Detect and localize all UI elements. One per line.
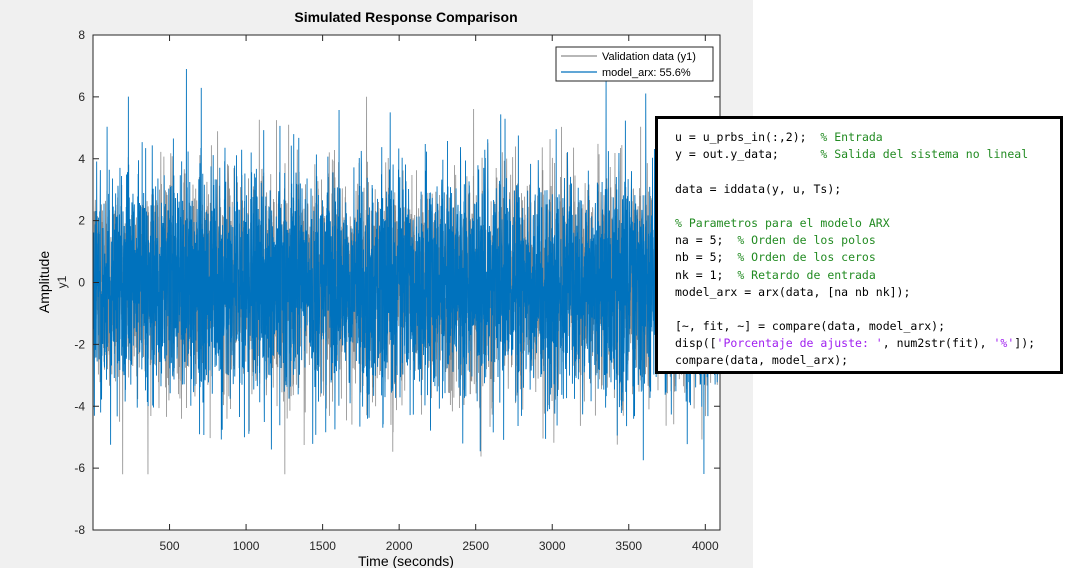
- code-token-comment: % Salida del sistema no lineal: [820, 147, 1029, 162]
- code-line: u = u_prbs_in(:,2); % Entrada: [675, 129, 1060, 146]
- legend-box: [555, 46, 714, 82]
- code-token-code: disp([: [675, 336, 717, 351]
- code-line: [675, 198, 1060, 215]
- code-token-code: nk = 1;: [675, 267, 738, 282]
- x-tick-label: 500: [160, 539, 180, 553]
- code-token-code: model_arx = arx(data, [na nb nk]);: [675, 284, 911, 299]
- code-line: model_arx = arx(data, [na nb nk]);: [675, 284, 1060, 301]
- code-token-code: na = 5;: [675, 233, 738, 248]
- y-tick-label: -4: [74, 399, 85, 413]
- y-tick-label: 4: [78, 152, 85, 166]
- code-token-code: ]);: [1014, 336, 1036, 351]
- code-token-comment: % Retardo de entrada: [737, 267, 876, 282]
- code-token-code: compare(data, model_arx);: [675, 353, 849, 368]
- code-line: y = out.y_data; % Salida del sistema no …: [675, 146, 1060, 163]
- code-line: [675, 163, 1060, 180]
- y-tick-label: -8: [74, 523, 85, 537]
- code-line: nk = 1; % Retardo de entrada: [675, 267, 1060, 284]
- code-token-comment: % Orden de los polos: [737, 233, 876, 248]
- figure-window: 500 1000 1500 2000 2500 3000 3500 4000 -8 -6 -4 -2 0…: [0, 0, 753, 568]
- code-token-code: nb = 5;: [675, 250, 738, 265]
- code-line: na = 5; % Orden de los polos: [675, 232, 1060, 249]
- code-token-code: data = iddata(y, u, Ts);: [675, 181, 842, 196]
- code-token-string: 'Porcentaje de ajuste: ': [716, 336, 883, 351]
- code-token-comment: % Orden de los ceros: [737, 250, 876, 265]
- y-tick-label: 2: [78, 214, 85, 228]
- code-token-code: u = u_prbs_in(:,2);: [675, 130, 821, 144]
- code-token-comment: % Entrada: [820, 130, 883, 144]
- x-tick-label: 4000: [692, 539, 719, 553]
- code-token-code: y = out.y_data;: [675, 147, 821, 162]
- code-line: data = iddata(y, u, Ts);: [675, 181, 1060, 198]
- y-axis-label: Amplitude: [36, 251, 52, 313]
- code-line: % Parametros para el modelo ARX: [675, 215, 1060, 232]
- code-snippet-panel: u = u_prbs_in(:,2); % Entrada y = out.y_d…: [655, 116, 1063, 374]
- code-token-string: '%': [993, 336, 1015, 351]
- legend-label-validation: Validation data (y1): [602, 51, 696, 63]
- code-line: [~, fit, ~] = compare(data, model_arx);: [675, 318, 1060, 335]
- x-axis-label: Time (seconds): [358, 553, 454, 568]
- y-channel-label: y1: [55, 275, 69, 288]
- code-line: disp(['Porcentaje de ajuste: ', num2str(…: [675, 335, 1060, 352]
- x-tick-label: 1500: [309, 539, 336, 553]
- y-tick-label: -2: [74, 337, 85, 351]
- code-line: nb = 5; % Orden de los ceros: [675, 249, 1060, 266]
- code-line: compare(data, model_arx);: [675, 352, 1060, 369]
- y-tick-label: 0: [78, 276, 85, 290]
- code-line: [675, 301, 1060, 318]
- chart-svg: 500 1000 1500 2000 2500 3000 3500 4000 -8 -6 -4 -2 0…: [36, 9, 721, 568]
- code-token-code: [~, fit, ~] = compare(data, model_arx);: [675, 319, 946, 334]
- x-tick-label: 1000: [233, 539, 260, 553]
- y-tick-label: -6: [74, 461, 85, 475]
- x-tick-label: 2500: [462, 539, 489, 553]
- y-tick-label: 8: [78, 28, 85, 42]
- legend-label-model: model_arx: 55.6%: [602, 67, 691, 79]
- x-tick-label: 3000: [539, 539, 566, 553]
- chart-title: Simulated Response Comparison: [294, 9, 517, 25]
- y-tick-label: 6: [78, 90, 85, 104]
- code-token-code: , num2str(fit),: [882, 336, 994, 351]
- x-tick-label: 3500: [615, 539, 642, 553]
- x-tick-label: 2000: [386, 539, 413, 553]
- series-line-model: [92, 69, 721, 475]
- legend: Validation data (y1) model_arx: 55.6%: [555, 46, 714, 82]
- code-token-comment: % Parametros para el modelo ARX: [675, 215, 890, 230]
